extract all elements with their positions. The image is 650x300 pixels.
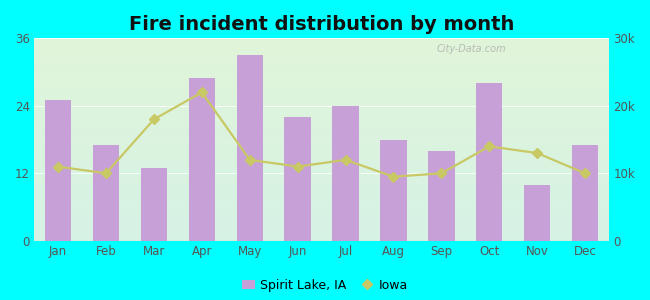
Bar xyxy=(237,55,263,241)
Bar xyxy=(93,145,119,241)
Bar xyxy=(476,83,502,241)
Bar xyxy=(45,100,72,241)
Bar xyxy=(188,78,215,241)
Bar xyxy=(285,117,311,241)
Legend: Spirit Lake, IA, Iowa: Spirit Lake, IA, Iowa xyxy=(237,274,413,297)
Bar xyxy=(332,106,359,241)
Bar xyxy=(380,140,407,241)
Bar xyxy=(141,168,167,241)
Bar xyxy=(428,151,454,241)
Bar xyxy=(524,184,551,241)
Bar xyxy=(572,145,598,241)
Text: City-Data.com: City-Data.com xyxy=(437,44,506,54)
Title: Fire incident distribution by month: Fire incident distribution by month xyxy=(129,15,514,34)
